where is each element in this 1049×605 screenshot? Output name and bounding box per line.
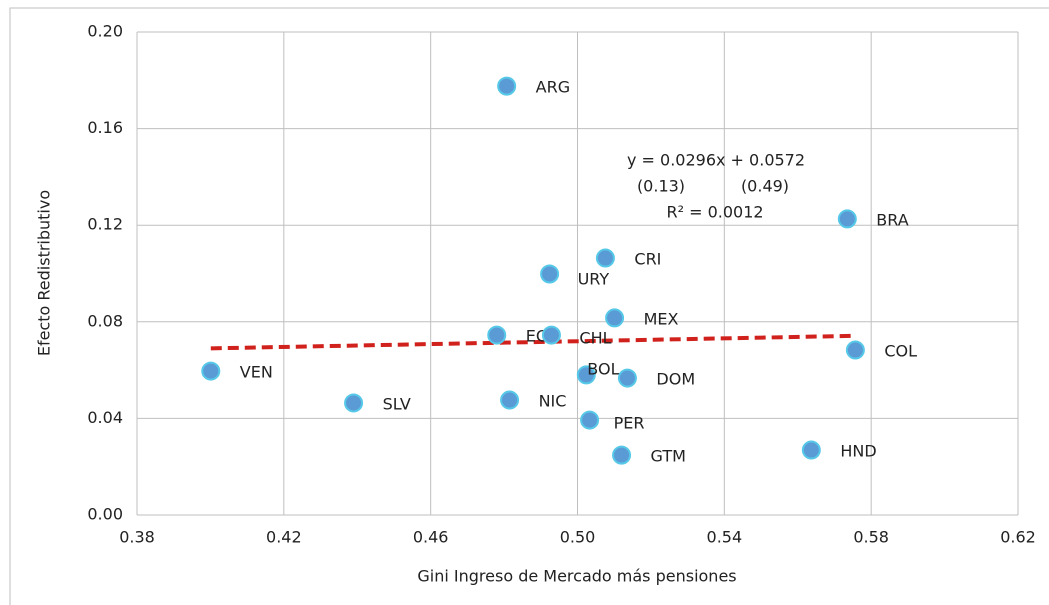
point: [617, 368, 637, 388]
point-label: DOM: [656, 370, 695, 389]
point-label: ARG: [536, 78, 570, 97]
point: [500, 390, 520, 410]
point: [540, 264, 560, 284]
point-label: URY: [578, 269, 610, 288]
point: [612, 445, 632, 465]
point-label: VEN: [240, 363, 273, 382]
point-label: BRA: [876, 210, 908, 229]
annotation: (0.13): [637, 177, 685, 196]
point-label: HND: [840, 442, 876, 461]
point: [580, 410, 600, 430]
y-tick-label: 0.04: [87, 408, 123, 427]
point: [595, 248, 615, 268]
x-axis-label: Gini Ingreso de Mercado más pensiones: [417, 567, 736, 586]
point: [801, 440, 821, 460]
annotation: R² = 0.0012: [666, 203, 763, 222]
x-tick-label: 0.42: [266, 528, 302, 547]
y-tick-label: 0.20: [87, 22, 123, 41]
point: [837, 209, 857, 229]
x-tick-label: 0.50: [560, 528, 596, 547]
trendline: [210, 333, 856, 351]
x-tick-label: 0.38: [119, 528, 155, 547]
y-tick-label: 0.16: [87, 118, 123, 137]
x-tick-label: 0.62: [1000, 528, 1036, 547]
point: [497, 76, 517, 96]
annotation: y = 0.0296x + 0.0572: [627, 151, 805, 170]
point-label: GTM: [651, 447, 686, 466]
point-label: CHL: [579, 329, 611, 348]
point: [201, 361, 221, 381]
point-label: PER: [614, 414, 645, 433]
x-tick-label: 0.54: [707, 528, 743, 547]
point-label: COL: [884, 342, 917, 361]
point: [845, 340, 865, 360]
y-axis-label: Efecto Redistributivo: [35, 190, 54, 356]
point-label: NIC: [539, 392, 567, 411]
annotation: (0.49): [741, 177, 789, 196]
point-label: CRI: [634, 250, 661, 269]
y-tick-label: 0.00: [87, 505, 123, 524]
point-label: MEX: [644, 309, 679, 328]
chart-border: [9, 7, 1049, 605]
point: [487, 325, 507, 345]
x-tick-label: 0.46: [413, 528, 449, 547]
x-tick-label: 0.58: [853, 528, 889, 547]
point: [344, 393, 364, 413]
point-label: SLV: [383, 394, 411, 413]
point: [541, 325, 561, 345]
point: [576, 365, 596, 385]
point: [605, 308, 625, 328]
point-label: BOL: [587, 359, 619, 378]
y-tick-label: 0.08: [87, 311, 123, 330]
y-tick-label: 0.12: [87, 215, 123, 234]
